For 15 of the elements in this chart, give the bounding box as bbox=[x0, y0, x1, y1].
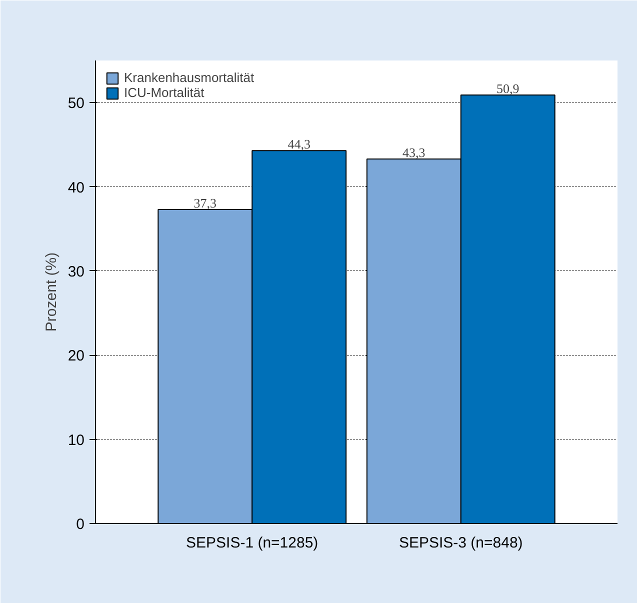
x-tick-label: SEPSIS-1 (n=1285) bbox=[186, 534, 318, 552]
y-tick-label: 10 bbox=[68, 432, 85, 449]
y-tick-label: 30 bbox=[68, 263, 85, 280]
legend-label: Krankenhausmortalität bbox=[124, 70, 254, 85]
y-tick-label: 0 bbox=[76, 516, 84, 533]
data-label: 44,3 bbox=[288, 136, 310, 152]
data-label: 43,3 bbox=[402, 144, 426, 160]
data-label: 37,3 bbox=[194, 196, 216, 210]
legend-label: ICU-Mortalität bbox=[124, 85, 204, 100]
y-tick-label: 40 bbox=[68, 179, 85, 196]
y-tick-label: 20 bbox=[68, 348, 85, 365]
y-axis-title: Prozent (%) bbox=[42, 252, 60, 332]
data-label: 50,9 bbox=[496, 81, 520, 96]
x-tick-label: SEPSIS-3 (n=848) bbox=[398, 534, 523, 552]
y-tick-label: 50 bbox=[68, 95, 85, 112]
